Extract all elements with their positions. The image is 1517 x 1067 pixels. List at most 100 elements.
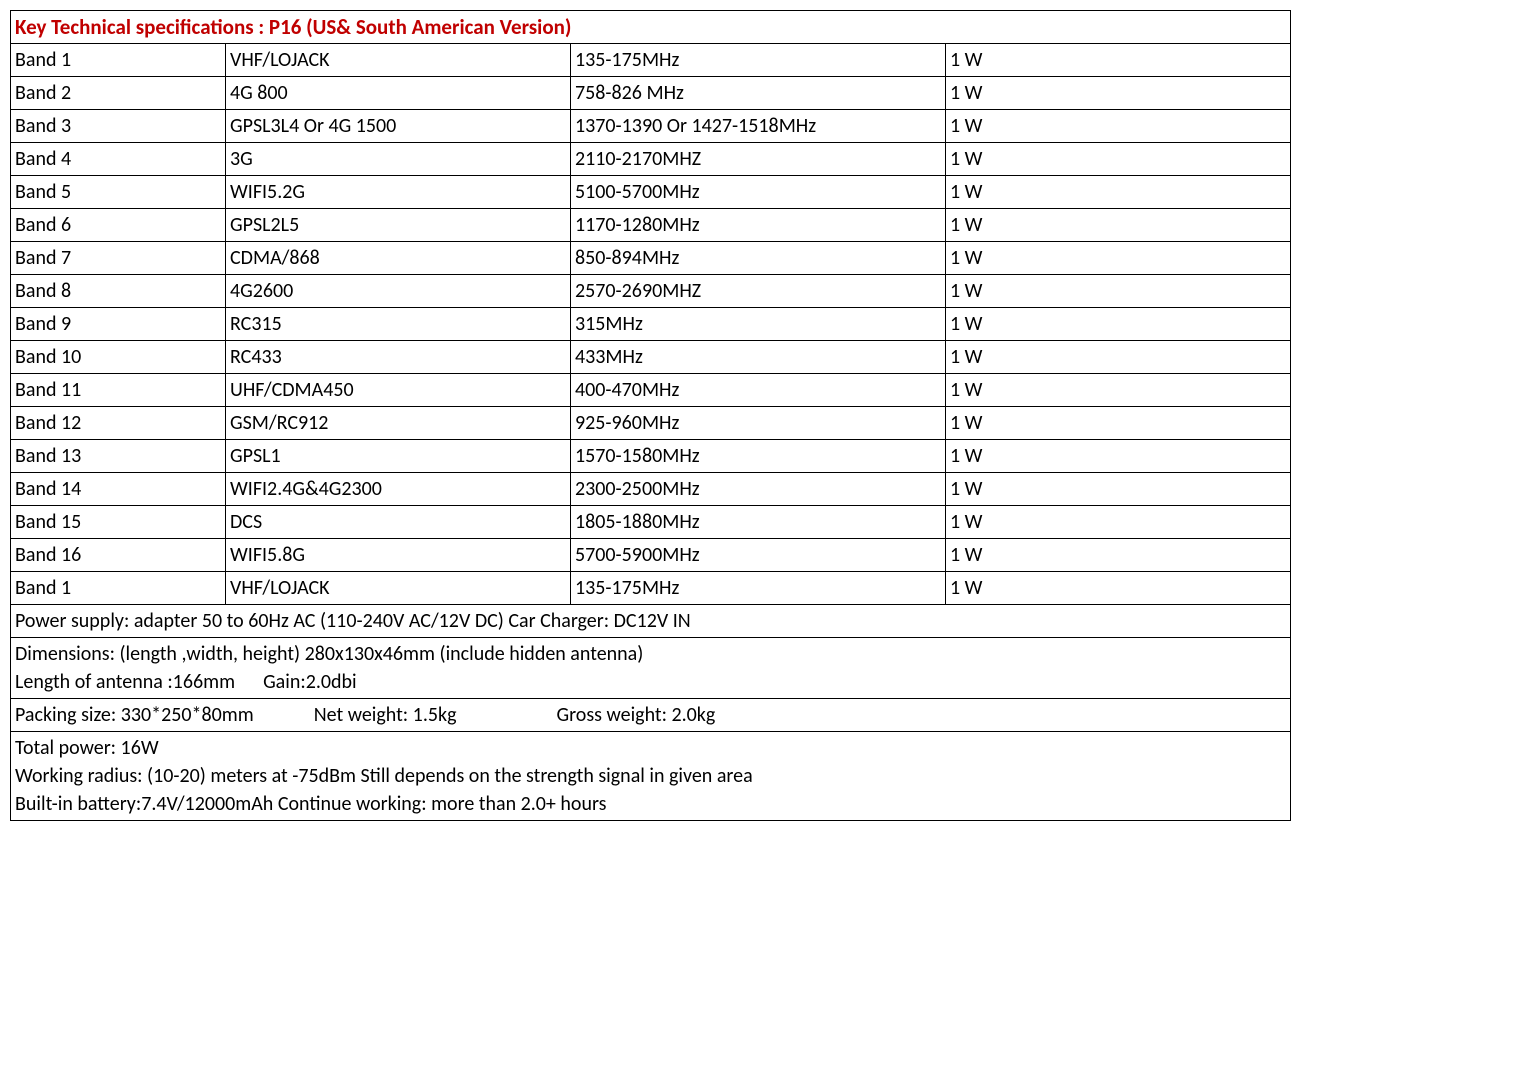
title-row: Key Technical specifications : P16 (US& … [11, 11, 1291, 44]
cell-freq: 5100-5700MHz [571, 176, 946, 209]
cell-type: WIFI5.2G [226, 176, 571, 209]
cell-power: 1 W [946, 77, 1291, 110]
cell-power: 1 W [946, 341, 1291, 374]
cell-band: Band 15 [11, 506, 226, 539]
total-power-text: Total power: 16W [15, 736, 159, 760]
table-row: Band 6GPSL2L51170-1280MHz1 W [11, 209, 1291, 242]
table-row: Band 15DCS1805-1880MHz1 W [11, 506, 1291, 539]
working-radius-text: Working radius: (10-20) meters at -75dBm… [15, 764, 753, 788]
power-supply-text: Power supply: adapter 50 to 60Hz AC (110… [15, 609, 691, 633]
cell-band: Band 6 [11, 209, 226, 242]
cell-freq: 5700-5900MHz [571, 539, 946, 572]
note-power-radius-cell: Total power: 16W Working radius: (10-20) … [11, 732, 1291, 821]
cell-freq: 2300-2500MHz [571, 473, 946, 506]
cell-freq: 758-826 MHz [571, 77, 946, 110]
cell-power: 1 W [946, 275, 1291, 308]
cell-type: GPSL2L5 [226, 209, 571, 242]
cell-type: GPSL1 [226, 440, 571, 473]
cell-freq: 1570-1580MHz [571, 440, 946, 473]
table-row: Band 11UHF/CDMA450400-470MHz1 W [11, 374, 1291, 407]
cell-type: WIFI2.4G&4G2300 [226, 473, 571, 506]
cell-power: 1 W [946, 44, 1291, 77]
antenna-length-text: Length of antenna :166mm [15, 670, 235, 694]
note-packing-cell: Packing size: 330*250*80mm Net weight: 1.… [11, 699, 1291, 732]
cell-power: 1 W [946, 539, 1291, 572]
cell-band: Band 12 [11, 407, 226, 440]
cell-power: 1 W [946, 143, 1291, 176]
cell-type: 4G2600 [226, 275, 571, 308]
cell-freq: 1805-1880MHz [571, 506, 946, 539]
cell-type: WIFI5.8G [226, 539, 571, 572]
table-row: Band 7CDMA/868850-894MHz1 W [11, 242, 1291, 275]
note-dimensions-cell: Dimensions: (length ,width, height) 280x… [11, 638, 1291, 699]
cell-freq: 1170-1280MHz [571, 209, 946, 242]
cell-power: 1 W [946, 407, 1291, 440]
note-power-supply-cell: Power supply: adapter 50 to 60Hz AC (110… [11, 605, 1291, 638]
table-row: Band 1VHF/LOJACK135-175MHz1 W [11, 44, 1291, 77]
cell-type: GSM/RC912 [226, 407, 571, 440]
cell-power: 1 W [946, 506, 1291, 539]
spec-table: Key Technical specifications : P16 (US& … [10, 10, 1291, 821]
cell-power: 1 W [946, 242, 1291, 275]
cell-freq: 315MHz [571, 308, 946, 341]
note-packing: Packing size: 330*250*80mm Net weight: 1.… [11, 699, 1291, 732]
net-weight-text: Net weight: 1.5kg [314, 703, 457, 727]
cell-band: Band 4 [11, 143, 226, 176]
cell-type: VHF/LOJACK [226, 44, 571, 77]
table-row: Band 24G 800758-826 MHz1 W [11, 77, 1291, 110]
gain-text: Gain:2.0dbi [263, 670, 357, 694]
cell-freq: 135-175MHz [571, 572, 946, 605]
packing-size-text: Packing size: 330*250*80mm [15, 703, 254, 727]
cell-freq: 433MHz [571, 341, 946, 374]
table-row: Band 9RC315315MHz1 W [11, 308, 1291, 341]
cell-power: 1 W [946, 110, 1291, 143]
table-row: Band 13GPSL11570-1580MHz1 W [11, 440, 1291, 473]
gross-weight-text: Gross weight: 2.0kg [557, 703, 716, 727]
cell-freq: 135-175MHz [571, 44, 946, 77]
cell-type: UHF/CDMA450 [226, 374, 571, 407]
cell-band: Band 7 [11, 242, 226, 275]
cell-type: 3G [226, 143, 571, 176]
cell-band: Band 13 [11, 440, 226, 473]
table-row: Band 14WIFI2.4G&4G23002300-2500MHz1 W [11, 473, 1291, 506]
cell-band: Band 1 [11, 572, 226, 605]
table-row: Band 84G26002570-2690MHZ1 W [11, 275, 1291, 308]
cell-power: 1 W [946, 374, 1291, 407]
cell-band: Band 2 [11, 77, 226, 110]
cell-band: Band 11 [11, 374, 226, 407]
table-row: Band 3GPSL3L4 Or 4G 15001370-1390 Or 142… [11, 110, 1291, 143]
cell-freq: 400-470MHz [571, 374, 946, 407]
cell-type: DCS [226, 506, 571, 539]
cell-band: Band 1 [11, 44, 226, 77]
cell-type: 4G 800 [226, 77, 571, 110]
cell-type: CDMA/868 [226, 242, 571, 275]
table-row: Band 43G2110-2170MHZ1 W [11, 143, 1291, 176]
cell-freq: 925-960MHz [571, 407, 946, 440]
cell-band: Band 14 [11, 473, 226, 506]
table-title: Key Technical specifications : P16 (US& … [11, 11, 1291, 44]
cell-type: GPSL3L4 Or 4G 1500 [226, 110, 571, 143]
cell-band: Band 16 [11, 539, 226, 572]
note-power-radius: Total power: 16W Working radius: (10-20) … [11, 732, 1291, 821]
cell-power: 1 W [946, 176, 1291, 209]
cell-freq: 2570-2690MHZ [571, 275, 946, 308]
table-row: Band 16WIFI5.8G5700-5900MHz1 W [11, 539, 1291, 572]
cell-type: RC433 [226, 341, 571, 374]
table-row: Band 5WIFI5.2G5100-5700MHz1 W [11, 176, 1291, 209]
cell-power: 1 W [946, 473, 1291, 506]
note-dimensions: Dimensions: (length ,width, height) 280x… [11, 638, 1291, 699]
cell-type: VHF/LOJACK [226, 572, 571, 605]
dimensions-text: Dimensions: (length ,width, height) 280x… [15, 642, 643, 666]
cell-power: 1 W [946, 308, 1291, 341]
cell-band: Band 3 [11, 110, 226, 143]
cell-band: Band 5 [11, 176, 226, 209]
table-row: Band 12GSM/RC912925-960MHz1 W [11, 407, 1291, 440]
cell-freq: 1370-1390 Or 1427-1518MHz [571, 110, 946, 143]
cell-power: 1 W [946, 209, 1291, 242]
cell-freq: 850-894MHz [571, 242, 946, 275]
cell-type: RC315 [226, 308, 571, 341]
table-row: Band 10RC433433MHz1 W [11, 341, 1291, 374]
battery-text: Built-in battery:7.4V/12000mAh Continue … [15, 792, 606, 816]
cell-band: Band 8 [11, 275, 226, 308]
cell-power: 1 W [946, 440, 1291, 473]
